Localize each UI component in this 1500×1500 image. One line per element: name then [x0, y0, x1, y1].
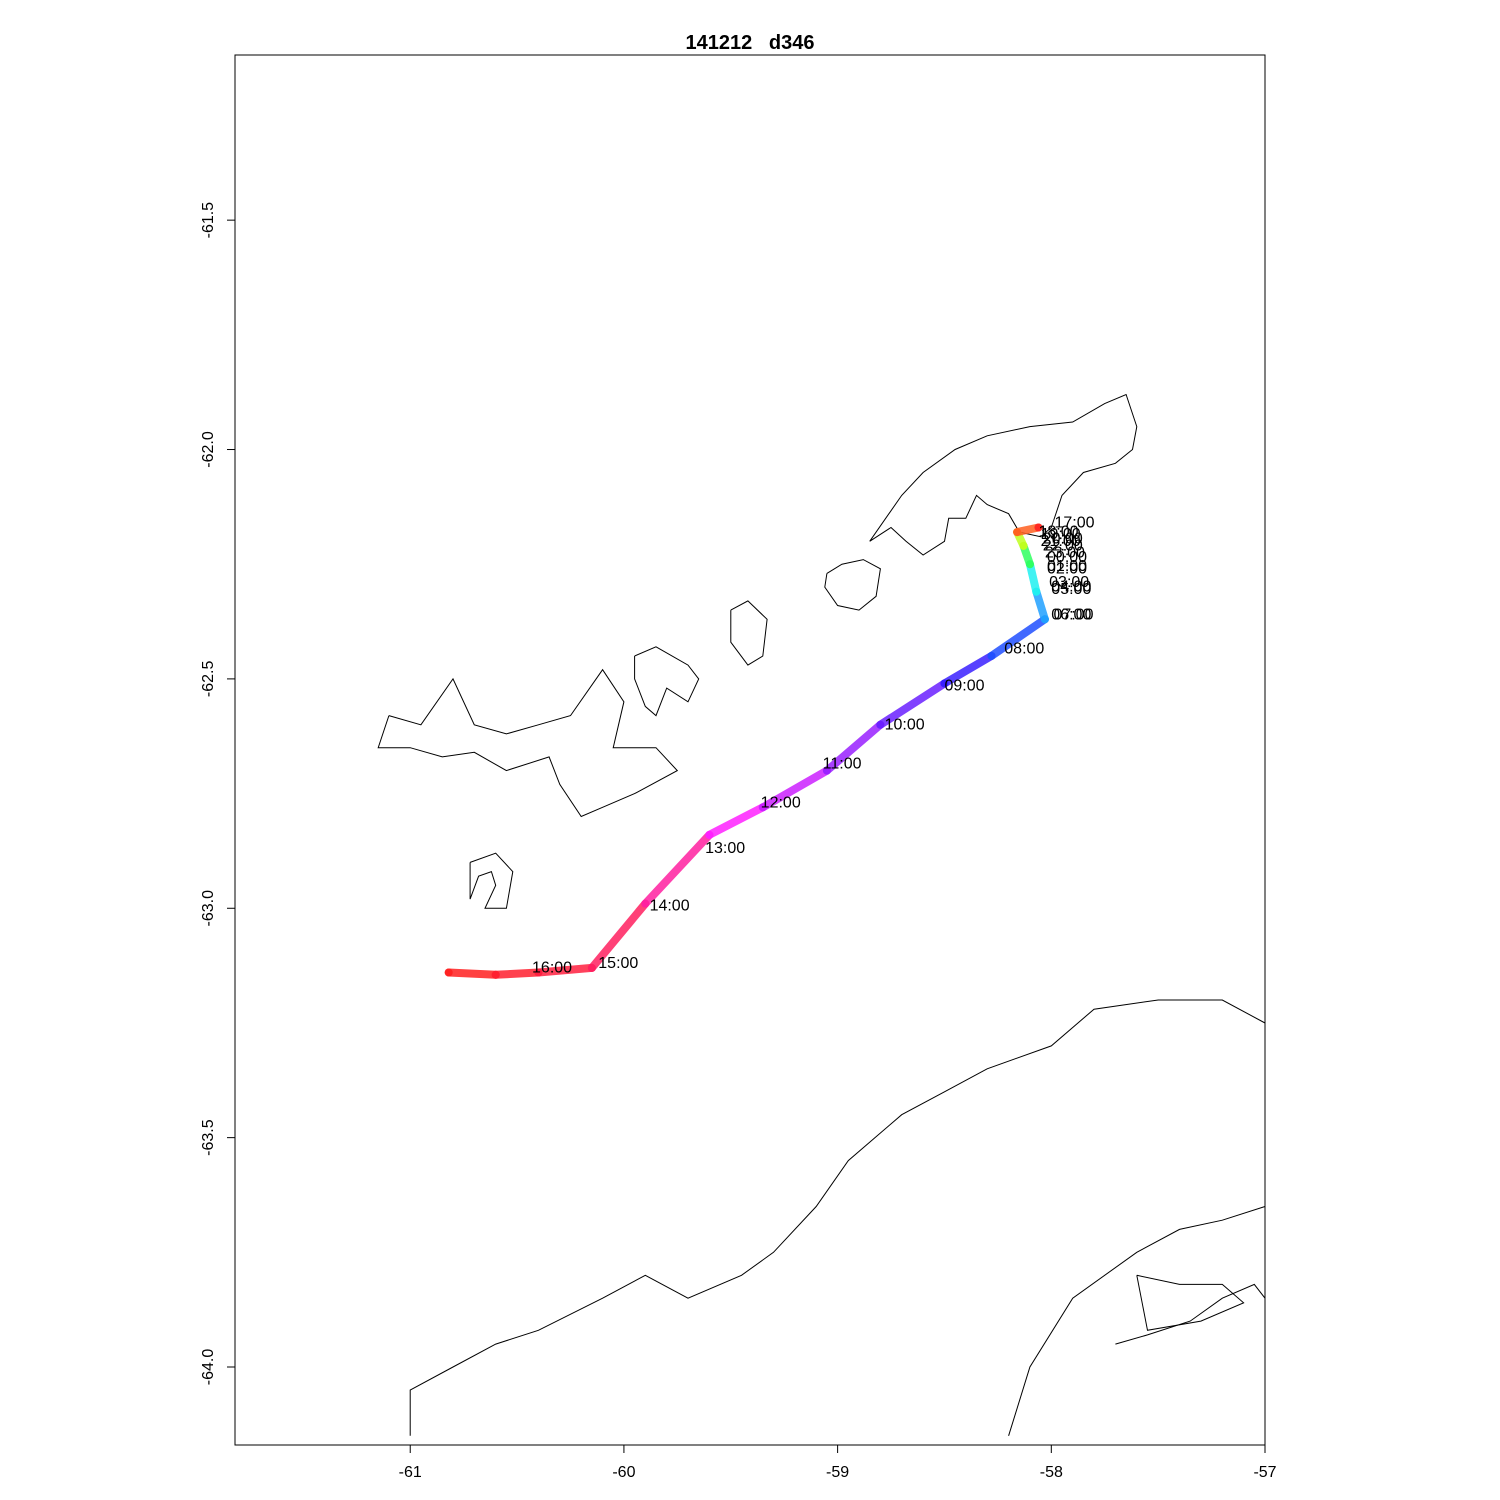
track-point [705, 830, 714, 839]
coastline-james-ross-coast [1115, 1283, 1266, 1436]
y-tick-label: -64.0 [200, 1349, 217, 1386]
track-segment [444, 968, 500, 979]
track-point [534, 968, 543, 977]
time-label: 18:00 [1038, 524, 1078, 541]
y-tick-label: -63.5 [200, 1119, 217, 1156]
time-label: 13:00 [705, 840, 745, 857]
coastline-king-george-island [869, 393, 1138, 556]
x-tick-label: -61 [399, 1464, 422, 1481]
time-label: 02:00 [1047, 560, 1087, 577]
track-point [444, 968, 453, 977]
time-label: 09:00 [944, 677, 984, 694]
time-label: 07:00 [1053, 606, 1093, 623]
track-point [987, 651, 996, 660]
x-tick-label: -57 [1253, 1464, 1276, 1481]
x-tick-label: -58 [1040, 1464, 1063, 1481]
ship-track [444, 523, 1049, 979]
coastline-antarctic-peninsula-east [1008, 1206, 1266, 1436]
time-label: 21:00 [1041, 533, 1081, 550]
track-point [641, 899, 650, 908]
time-label: 22:00 [1043, 537, 1083, 554]
time-label: 04:00 [1051, 579, 1091, 596]
time-label: 10:00 [885, 716, 925, 733]
track-point [1040, 615, 1049, 624]
time-label: 01:00 [1047, 558, 1087, 575]
time-label: 12:00 [761, 794, 801, 811]
time-label: 15:00 [598, 955, 638, 972]
time-label: 05:00 [1051, 581, 1091, 598]
time-label: 00:00 [1047, 549, 1087, 566]
track-point [1013, 528, 1022, 537]
track-segment [876, 679, 949, 729]
coastline-antarctic-peninsula-north [409, 999, 1266, 1436]
track-point [1032, 587, 1041, 596]
y-tick-label: -61.5 [200, 202, 217, 239]
time-label: 17:00 [1055, 515, 1095, 532]
track-point [758, 803, 767, 812]
track-point [876, 720, 885, 729]
coastline-robert-island [730, 600, 768, 666]
time-label: 19:00 [1041, 526, 1081, 543]
track-point [1019, 541, 1028, 550]
track-point [491, 970, 500, 979]
coastlines [377, 393, 1266, 1436]
coastline-nelson-island [824, 559, 881, 611]
y-tick-label: -62.0 [200, 431, 217, 468]
track-segment [987, 615, 1049, 660]
track-segment [587, 899, 650, 972]
track-point [1025, 560, 1034, 569]
track-segment [758, 766, 831, 812]
x-axis: -61 -60 -59 -58 -57 [399, 1444, 1277, 1481]
map-title: 141212 d346 [685, 32, 815, 54]
track-segment [822, 720, 885, 775]
y-tick-label: -62.5 [200, 661, 217, 698]
time-label: 11:00 [823, 755, 862, 772]
time-label: 08:00 [1004, 641, 1044, 658]
track-point [1034, 523, 1043, 532]
time-label: 06:00 [1051, 606, 1091, 623]
time-label: 20:00 [1043, 531, 1083, 548]
track-segment [491, 968, 543, 979]
y-tick-label: -63.0 [200, 890, 217, 927]
plot-frame [234, 54, 1266, 1446]
x-tick-label: -59 [826, 1464, 849, 1481]
time-label: 03:00 [1049, 574, 1089, 591]
track-segment [705, 803, 767, 839]
coastline-greenwich-island [634, 646, 700, 717]
track-point [822, 766, 831, 775]
track-segment [534, 963, 596, 977]
time-label: 16:00 [532, 959, 572, 976]
track-segment [641, 830, 714, 908]
track-point [940, 679, 949, 688]
time-labels: 17:0018:0019:0020:0021:0022:0023:0000:00… [532, 515, 1095, 977]
track-segment [940, 651, 996, 688]
coastline-vega-island [1136, 1274, 1245, 1331]
coastline-deception-island [469, 852, 514, 909]
time-label: 23:00 [1045, 544, 1085, 561]
coastline-livingston-island [377, 668, 679, 818]
y-axis: -61.5 -62.0 -62.5 -63.0 -63.5 -64.0 [200, 202, 235, 1385]
track-point [587, 963, 596, 972]
track-segment [1025, 560, 1041, 596]
time-label: 14:00 [650, 898, 690, 915]
track-segment [1032, 587, 1049, 624]
x-tick-label: -60 [612, 1464, 635, 1481]
